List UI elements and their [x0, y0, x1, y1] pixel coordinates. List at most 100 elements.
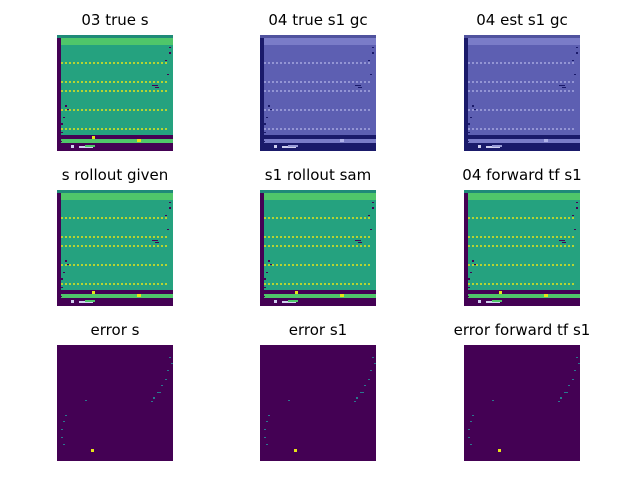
- noise-speck: [474, 290, 476, 291]
- error-peak: [91, 449, 94, 452]
- left-border: [57, 190, 61, 306]
- bottom-border: [57, 143, 173, 151]
- status-mark: [478, 300, 481, 303]
- left-border: [260, 35, 264, 151]
- top-strip: [57, 35, 173, 38]
- status-mark: [274, 145, 277, 148]
- bottom-gap: [264, 290, 376, 294]
- noise-speck: [268, 105, 270, 107]
- heatmap-panel: [464, 35, 580, 151]
- error-speck: [364, 385, 366, 386]
- heatmap-panel: [464, 190, 580, 306]
- heatmap-background: [464, 190, 580, 306]
- noise-speck: [576, 47, 578, 48]
- error-speck: [492, 400, 494, 401]
- noise-speck: [270, 264, 272, 265]
- noise-speck: [167, 74, 169, 75]
- top-band: [468, 38, 580, 45]
- noise-speck: [368, 60, 370, 61]
- heatmap-background: [260, 190, 376, 306]
- bottom-gap: [61, 135, 173, 139]
- noise-speck: [169, 207, 171, 209]
- goal-mark: [137, 294, 141, 297]
- noise-speck: [264, 278, 266, 280]
- error-speck: [169, 357, 171, 358]
- panel-title: s rollout given: [61, 166, 169, 184]
- bottom-band: [264, 139, 376, 143]
- bottom-border: [260, 298, 376, 306]
- noise-speck: [470, 117, 472, 118]
- error-speck: [157, 392, 161, 393]
- error-speck: [576, 357, 578, 358]
- noise-speck: [268, 260, 270, 262]
- error-speck: [568, 385, 570, 386]
- noise-speck: [370, 74, 372, 75]
- noise-speck: [67, 135, 69, 136]
- panel-title: error s: [90, 321, 140, 339]
- noise-speck: [474, 109, 476, 110]
- bottom-border: [57, 298, 173, 306]
- noise-speck: [559, 240, 565, 241]
- top-band: [264, 38, 376, 45]
- noise-speck: [61, 123, 63, 125]
- noise-speck: [474, 264, 476, 265]
- noise-speck: [61, 287, 63, 288]
- top-band: [264, 193, 376, 200]
- noise-speck: [61, 278, 63, 280]
- heatmap-background: [464, 345, 580, 461]
- noise-speck: [65, 105, 67, 107]
- top-strip: [260, 190, 376, 193]
- heatmap-panel: [260, 190, 376, 306]
- bottom-border: [464, 143, 580, 151]
- heatmap-panel: [57, 345, 173, 461]
- noise-speck: [270, 290, 272, 291]
- noise-speck: [562, 242, 566, 243]
- goal-mark: [340, 139, 344, 142]
- heatmap-background: [464, 35, 580, 151]
- noise-speck: [63, 117, 65, 118]
- error-speck: [266, 444, 268, 445]
- left-border: [464, 35, 468, 151]
- error-speck: [370, 370, 372, 371]
- heatmap-panel: [57, 190, 173, 306]
- noise-speck: [372, 202, 374, 203]
- noise-speck: [470, 272, 472, 273]
- noise-speck: [270, 109, 272, 110]
- panel-title: 04 est s1 gc: [476, 11, 568, 29]
- noise-speck: [61, 132, 63, 133]
- noise-speck: [63, 272, 65, 273]
- noise-speck: [472, 260, 474, 262]
- top-strip: [260, 35, 376, 38]
- noise-speck: [468, 278, 470, 280]
- noise-speck: [165, 60, 167, 61]
- noise-speck: [355, 85, 361, 86]
- noise-speck: [65, 260, 67, 262]
- status-mark: [85, 145, 95, 147]
- goal-mark: [544, 294, 548, 297]
- heatmap-image: [57, 190, 173, 306]
- error-speck: [360, 392, 364, 393]
- heatmap-panel: [57, 35, 173, 151]
- noise-speck: [562, 87, 566, 88]
- status-mark: [492, 145, 502, 147]
- noise-speck: [60, 141, 62, 142]
- noise-speck: [67, 109, 69, 110]
- bottom-border: [464, 298, 580, 306]
- noise-speck: [574, 74, 576, 75]
- heatmap-image: [464, 35, 580, 151]
- bottom-gap: [468, 290, 580, 294]
- noise-speck: [263, 141, 265, 142]
- error-speck: [572, 379, 574, 380]
- heatmap-image: [464, 190, 580, 306]
- error-speck: [372, 357, 374, 358]
- status-mark: [71, 145, 74, 148]
- goal-mark: [544, 139, 548, 142]
- top-strip: [57, 190, 173, 193]
- status-mark: [274, 300, 277, 303]
- error-speck: [356, 397, 358, 399]
- heatmap-panel: [260, 35, 376, 151]
- noise-speck: [576, 52, 578, 54]
- heatmap-image: [57, 345, 173, 461]
- noise-speck: [165, 215, 167, 216]
- status-mark: [71, 300, 74, 303]
